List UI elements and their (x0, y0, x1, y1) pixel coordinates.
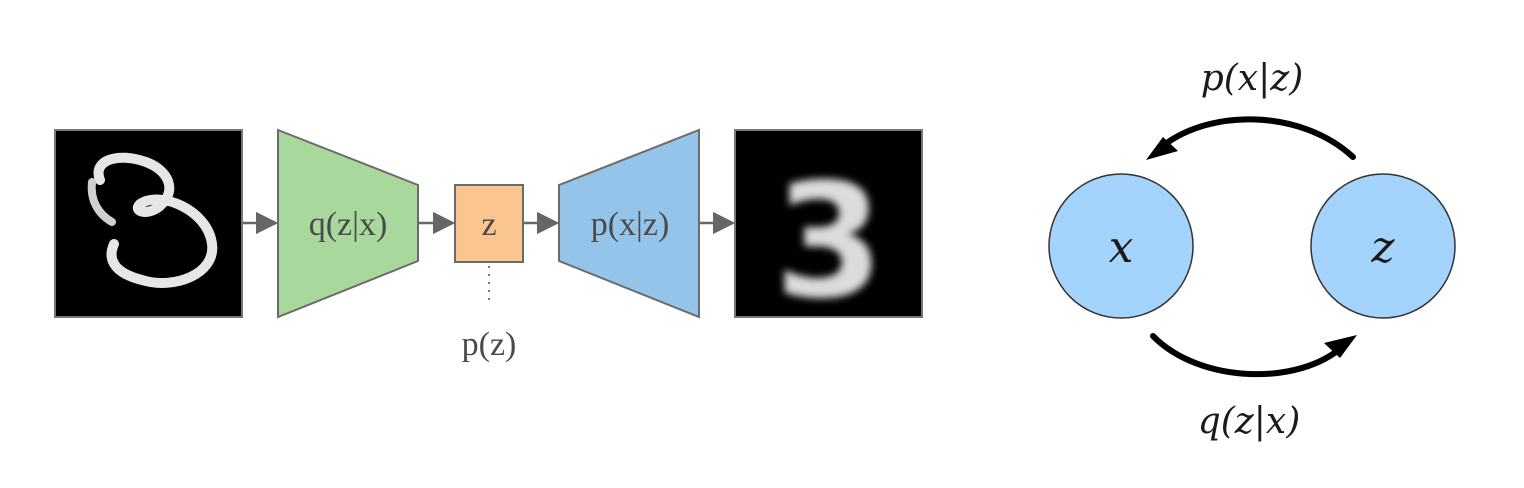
node-z: z (1310, 173, 1456, 319)
arrowhead-x-to-z (1324, 335, 1357, 358)
input-digit-image (54, 129, 243, 318)
arrowhead-z-to-x (1146, 137, 1178, 160)
prior-label: p(z) (462, 326, 517, 363)
top-arrow-label: p(x|z) (1201, 58, 1304, 99)
latent-block: z (454, 184, 524, 263)
latent-label: z (481, 206, 496, 243)
arrow-x-to-z (1150, 333, 1346, 378)
node-x-label: x (1109, 222, 1134, 273)
output-digit-image: 3 (734, 129, 923, 334)
node-x: x (1048, 173, 1194, 319)
decoder-label: p(x|z) (591, 206, 670, 243)
encoder-label: q(z|x) (309, 206, 388, 243)
decoder-block: p(x|z) (558, 128, 700, 319)
encoder-block: q(z|x) (277, 128, 419, 319)
arrow-z-to-x (1155, 116, 1356, 160)
node-z-label: z (1370, 222, 1395, 273)
output-digit: 3 (774, 150, 884, 334)
bottom-arrow-label: q(z|x) (1198, 401, 1301, 442)
